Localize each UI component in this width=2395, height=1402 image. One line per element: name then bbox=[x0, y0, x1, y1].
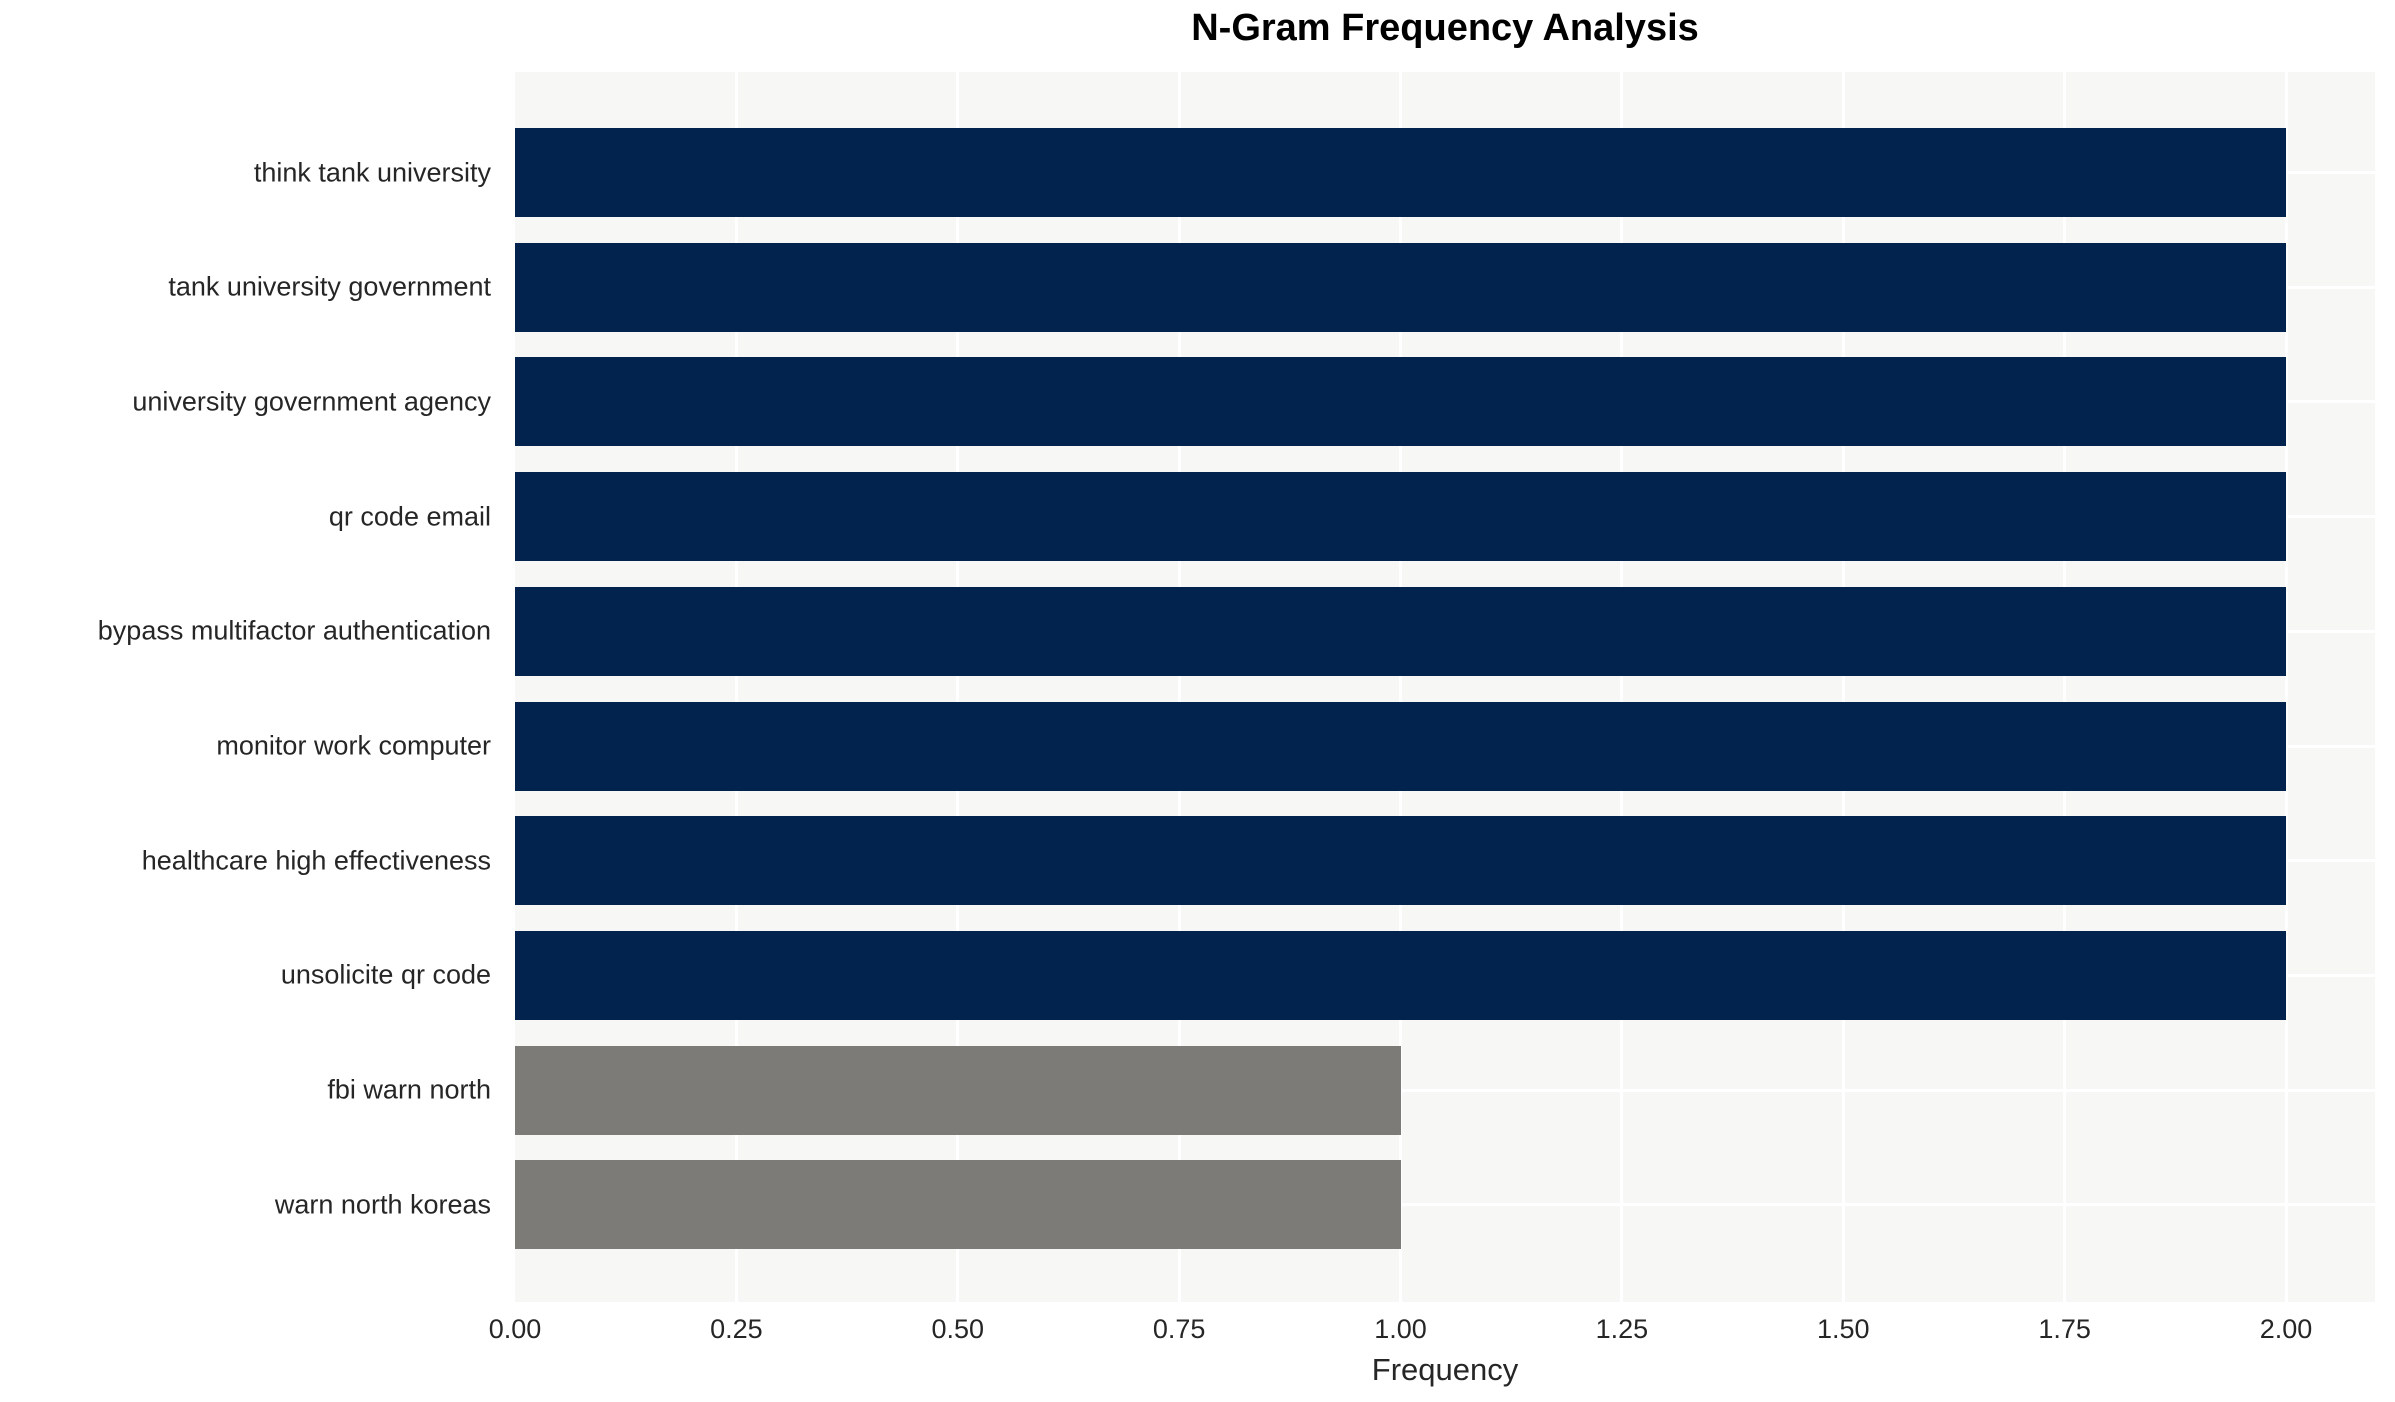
bar-qr-code-email bbox=[515, 472, 2286, 562]
x-axis: 0.00 0.25 0.50 0.75 1.00 1.25 1.50 1.75 2.00 bbox=[0, 1302, 2395, 1356]
y-axis-label: university government agency bbox=[132, 386, 491, 417]
gridline-vertical bbox=[1841, 72, 1845, 1302]
y-axis-labels: think tank university tank university gov… bbox=[0, 72, 503, 1302]
y-axis-label: unsolicite qr code bbox=[280, 959, 491, 990]
plot-area bbox=[515, 72, 2375, 1302]
bar-healthcare-high-effectiveness bbox=[515, 816, 2286, 906]
gridline-horizontal bbox=[515, 1203, 2375, 1207]
gridline-horizontal bbox=[515, 1088, 2375, 1092]
x-axis-tick-label: 1.25 bbox=[1595, 1314, 1649, 1344]
x-axis-title: Frequency bbox=[1371, 1352, 1519, 1387]
gridline-vertical bbox=[1177, 72, 1181, 1302]
x-axis-tick-label: 1.75 bbox=[2038, 1314, 2091, 1344]
y-axis-label: fbi warn north bbox=[327, 1074, 491, 1105]
bar-warn-north-koreas bbox=[515, 1160, 1401, 1250]
gridline-vertical bbox=[956, 72, 960, 1302]
y-axis-label: qr code email bbox=[328, 501, 491, 532]
y-axis-label: monitor work computer bbox=[216, 730, 491, 761]
x-axis-tick-label: 2.00 bbox=[2259, 1314, 2313, 1344]
bar-monitor-work-computer bbox=[515, 701, 2286, 791]
gridline-vertical bbox=[1620, 72, 1624, 1302]
x-axis-tick-label: 1.00 bbox=[1374, 1314, 1427, 1344]
x-axis-tick-label: 0.25 bbox=[710, 1314, 763, 1344]
gridline-vertical bbox=[2284, 72, 2288, 1302]
gridline-vertical bbox=[734, 72, 738, 1302]
gridline-vertical bbox=[1399, 72, 1402, 1302]
bar-think-tank-university bbox=[515, 128, 2286, 217]
y-axis-label: warn north koreas bbox=[274, 1189, 491, 1220]
bar-unsolicite-qr-code bbox=[515, 930, 2286, 1020]
bar-tank-university-government bbox=[515, 242, 2286, 332]
x-axis-tick-label: 0.75 bbox=[1152, 1314, 1206, 1344]
bar-bypass-multifactor-authentication bbox=[515, 586, 2286, 676]
bar-fbi-warn-north bbox=[515, 1045, 1401, 1135]
bar-university-government-agency bbox=[515, 357, 2286, 447]
y-axis-label: bypass multifactor authentication bbox=[97, 615, 491, 646]
gridline-vertical bbox=[2063, 72, 2067, 1302]
chart-title: N-Gram Frequency Analysis bbox=[1191, 7, 1699, 49]
y-axis-label: think tank university bbox=[253, 157, 491, 187]
x-axis-tick-label: 0.00 bbox=[488, 1314, 542, 1344]
x-axis-tick-label: 0.50 bbox=[931, 1314, 985, 1344]
y-axis-label: healthcare high effectiveness bbox=[141, 845, 491, 876]
x-axis-tick-label: 1.50 bbox=[1816, 1314, 1870, 1344]
y-axis-label: tank university government bbox=[168, 271, 491, 302]
